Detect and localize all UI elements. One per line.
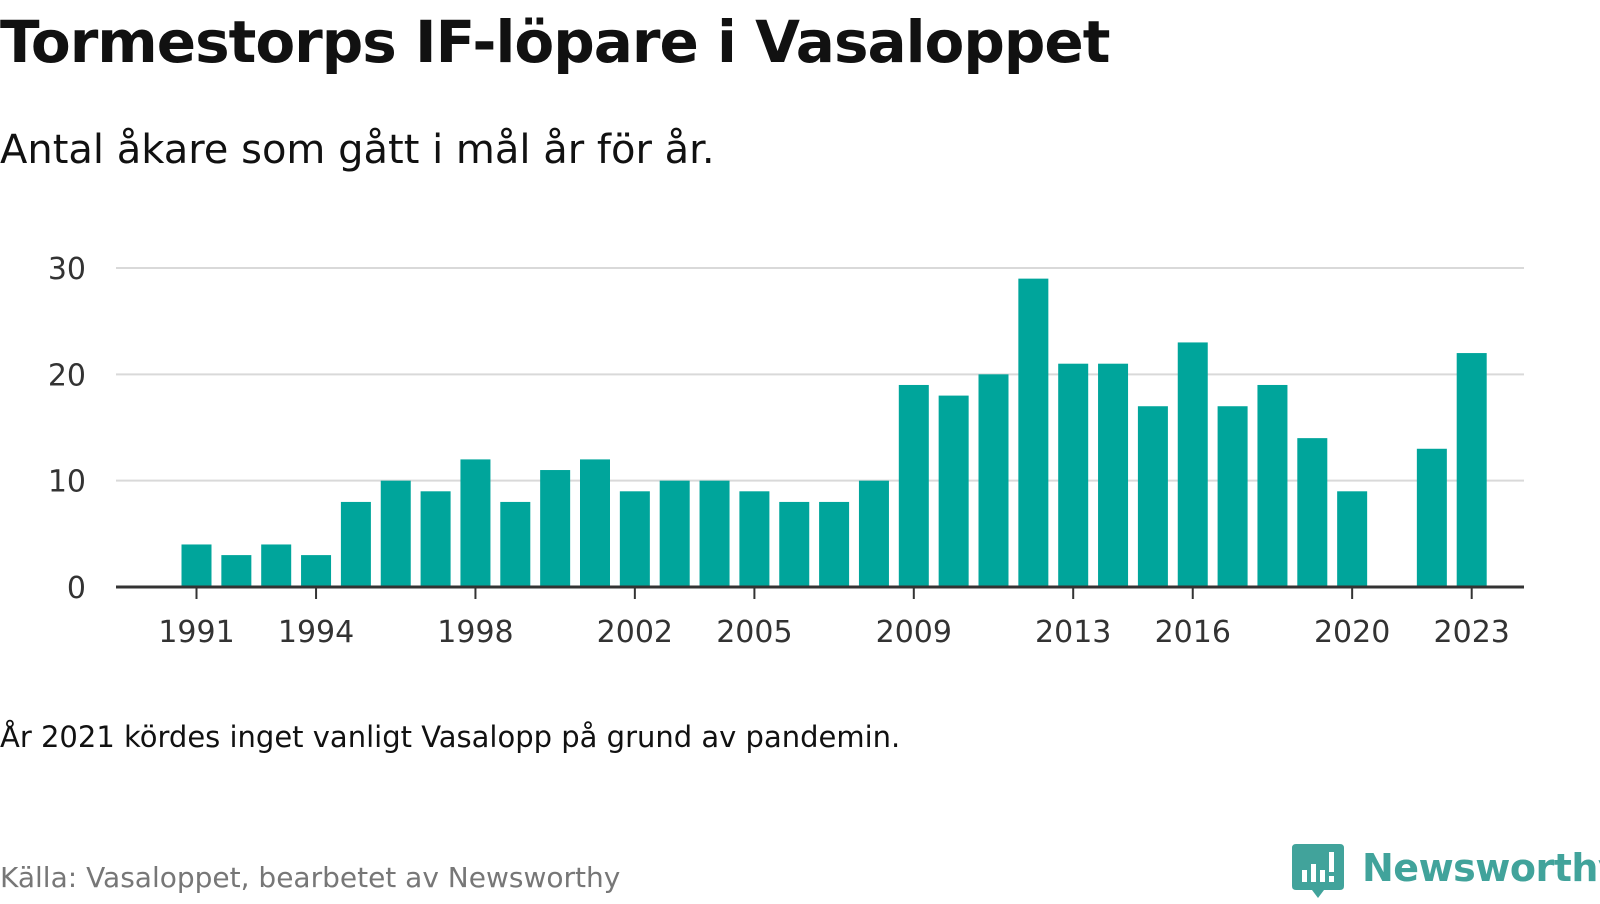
x-tick-label: 2013 xyxy=(1035,615,1111,650)
source-credit: Källa: Vasaloppet, bearbetet av Newswort… xyxy=(0,861,621,894)
x-tick-label: 2002 xyxy=(597,615,673,650)
bars xyxy=(181,278,1487,587)
bar-2012[interactable] xyxy=(1018,278,1049,587)
bar-1993[interactable] xyxy=(261,544,292,587)
bar-2011[interactable] xyxy=(978,374,1009,587)
bar-2000[interactable] xyxy=(540,470,571,587)
bar-2005[interactable] xyxy=(739,491,770,587)
x-tick-label: 2005 xyxy=(716,615,792,650)
bar-2020[interactable] xyxy=(1337,491,1368,587)
bar-1991[interactable] xyxy=(181,544,212,587)
bar-chart-speech-bubble-icon xyxy=(1292,844,1344,898)
bar-2022[interactable] xyxy=(1416,448,1447,587)
x-tick-label: 2020 xyxy=(1314,615,1390,650)
bar-2019[interactable] xyxy=(1297,438,1328,587)
y-tick-label: 20 xyxy=(48,358,86,393)
gridlines xyxy=(116,267,1524,482)
bar-2009[interactable] xyxy=(898,384,929,587)
bar-2017[interactable] xyxy=(1217,406,1248,587)
bar-2023[interactable] xyxy=(1456,353,1487,587)
bar-2008[interactable] xyxy=(858,480,889,587)
bar-chart: 1991 1994 1998 2002 2005 2009 2013 2016 2020 2023… xyxy=(48,252,1524,650)
bar-2007[interactable] xyxy=(819,501,850,587)
bar-2013[interactable] xyxy=(1058,363,1089,587)
bar-1999[interactable] xyxy=(500,501,531,587)
bar-2002[interactable] xyxy=(619,491,650,587)
bar-1997[interactable] xyxy=(420,491,451,587)
bar-2004[interactable] xyxy=(699,480,730,587)
bar-2014[interactable] xyxy=(1098,363,1129,587)
x-tick-label: 1998 xyxy=(437,615,513,650)
bar-1994[interactable] xyxy=(301,555,332,587)
x-tick-label: 1994 xyxy=(278,615,354,650)
bar-2001[interactable] xyxy=(580,459,610,587)
x-axis-ticks: 1991 1994 1998 2002 2005 2009 2013 2016 2020 2023 xyxy=(158,587,1510,650)
bar-2015[interactable] xyxy=(1137,406,1168,587)
x-tick-label: 2009 xyxy=(876,615,952,650)
bar-1995[interactable] xyxy=(340,501,371,587)
x-tick-label: 1991 xyxy=(158,615,234,650)
y-tick-label: 10 xyxy=(48,465,86,500)
x-tick-label: 2023 xyxy=(1434,615,1510,650)
bar-2003[interactable] xyxy=(659,480,690,587)
chart-title: Tormestorps IF-löpare i Vasaloppet xyxy=(0,8,1110,76)
bar-1996[interactable] xyxy=(380,480,411,587)
bar-2018[interactable] xyxy=(1257,384,1288,587)
footnote: År 2021 kördes inget vanligt Vasalopp på… xyxy=(0,720,901,754)
bar-1992[interactable] xyxy=(221,555,252,587)
bar-1998[interactable] xyxy=(460,459,491,587)
bar-2010[interactable] xyxy=(938,395,969,587)
y-tick-label: 0 xyxy=(67,571,86,606)
chart-subtitle: Antal åkare som gått i mål år för år. xyxy=(0,127,715,173)
x-tick-label: 2016 xyxy=(1155,615,1231,650)
brand-name: Newsworthy xyxy=(1362,846,1600,890)
newsworthy-logo[interactable]: Newsworthy xyxy=(1290,840,1600,904)
bar-2016[interactable] xyxy=(1177,342,1208,587)
bar-2006[interactable] xyxy=(779,501,810,587)
y-axis-labels: 0 10 20 30 xyxy=(48,252,86,606)
y-tick-label: 30 xyxy=(48,252,86,287)
